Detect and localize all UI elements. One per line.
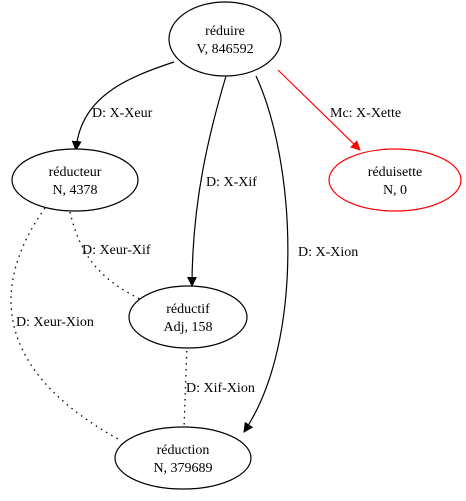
edge-line [187,75,227,287]
node-ellipse [168,1,282,77]
node-info: N, 379689 [153,461,212,476]
edge-reduire-reducteur: D: X-Xeur [71,61,175,151]
edge-reducteur-reductif: D: Xeur-Xif [69,211,151,301]
node-info: N, 4378 [52,183,97,198]
node-reduire: réduire V, 846592 [168,1,282,77]
edge-label: D: X-Xeur [92,106,153,121]
node-word: réductif [166,302,210,317]
node-word: réduire [205,24,245,39]
node-reductif: réductif Adj, 158 [128,285,248,349]
edge-line [243,75,289,433]
edges: D: X-Xeur D: X-Xif D: X-Xion Mc: X-Xette… [10,61,401,441]
edge-line [71,61,175,151]
node-reduisette: réduisette N, 0 [328,148,462,212]
node-info: N, 0 [383,183,407,198]
edge-label: D: Xif-Xion [186,381,255,396]
node-word: réducteur [49,165,102,180]
edge-label: D: X-Xion [298,245,358,260]
edge-reducteur-reduction: D: Xeur-Xion [10,207,121,441]
node-word: réduisette [368,165,422,180]
edge-label: D: Xeur-Xif [82,243,151,258]
edge-reductif-reduction: D: Xif-Xion [183,344,255,429]
node-info: V, 846592 [196,42,253,57]
edge-label: Mc: X-Xette [330,106,401,121]
node-info: Adj, 158 [164,320,213,335]
edge-reduire-reduisette: Mc: X-Xette [277,69,401,151]
edge-reduire-reductif: D: X-Xif [187,75,257,287]
node-ellipse [114,426,252,490]
node-word: réduction [157,443,210,458]
edge-line [277,69,361,151]
edge-label: D: Xeur-Xion [16,315,94,330]
node-ellipse [128,285,248,349]
node-reducteur: réducteur N, 4378 [11,148,139,212]
nodes: réduire V, 846592 réducteur N, 4378 rédu… [11,1,462,490]
edge-reduire-reduction: D: X-Xion [243,75,358,433]
node-ellipse [11,148,139,212]
node-reduction: réduction N, 379689 [114,426,252,490]
node-ellipse [328,148,462,212]
edge-line [10,207,121,441]
edge-label: D: X-Xif [206,175,257,190]
